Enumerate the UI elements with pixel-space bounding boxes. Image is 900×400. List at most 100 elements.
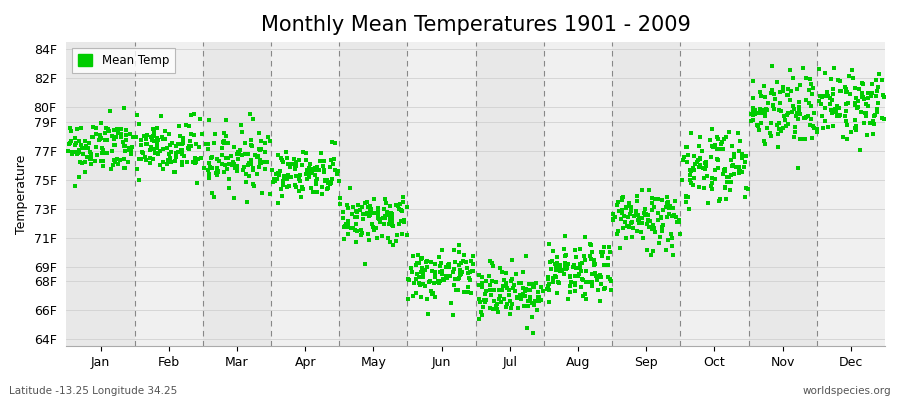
Point [638,212,652,218]
Point [814,113,829,119]
Point [239,198,254,205]
Point [544,258,559,264]
Point [168,142,183,149]
Point [770,79,784,86]
Point [527,298,542,304]
Point [578,234,592,240]
Point [331,178,346,184]
Point [87,158,102,164]
Point [824,75,839,82]
Point [214,160,229,167]
Point [590,287,605,294]
Point [340,224,355,230]
Point [83,156,97,162]
Point [230,166,245,173]
Point [225,162,239,168]
Point [186,111,201,118]
Point [870,100,885,106]
Point [868,93,883,100]
Point [754,93,769,99]
Point [516,291,530,298]
Point [707,176,722,182]
Point [64,151,78,157]
Point [245,143,259,149]
Point [211,172,225,178]
Point [156,166,170,172]
Point [526,284,541,290]
Bar [476,42,544,346]
Point [254,160,268,166]
Point [516,285,530,292]
Point [163,155,177,162]
Point [577,252,591,259]
Point [688,175,702,182]
Point [360,198,374,205]
Point [274,155,289,161]
Point [317,167,331,174]
Point [491,296,506,302]
Point [350,228,365,234]
Point [618,235,633,242]
Point [124,151,139,158]
Point [266,179,280,186]
Point [877,116,891,122]
Point [280,184,294,190]
Point [494,299,508,305]
Point [807,125,822,131]
Point [812,98,826,104]
Point [134,156,148,162]
Point [483,292,498,298]
Title: Monthly Mean Temperatures 1901 - 2009: Monthly Mean Temperatures 1901 - 2009 [261,15,690,35]
Point [119,132,133,138]
Point [650,196,664,202]
Point [757,82,771,89]
Point [71,147,86,154]
Point [413,268,428,275]
Point [509,294,524,300]
Point [851,98,866,104]
Point [588,260,602,267]
Point [389,202,403,208]
Point [602,276,616,282]
Point [580,279,595,285]
Point [710,157,724,163]
Point [511,279,526,286]
Point [126,134,140,140]
Point [219,117,233,123]
Point [735,154,750,161]
Point [508,288,522,294]
Point [861,89,876,96]
Point [518,287,532,294]
Point [384,214,399,220]
Point [820,89,834,95]
Point [140,157,154,164]
Point [176,152,191,159]
Point [64,128,78,134]
Point [654,214,669,220]
Point [382,221,396,227]
Point [745,95,760,101]
Point [716,146,730,153]
Point [132,121,147,127]
Point [568,272,582,279]
Point [695,148,709,154]
Point [640,247,654,253]
Point [635,234,650,241]
Point [712,198,726,204]
Point [411,280,426,286]
Point [184,131,198,137]
Point [651,210,665,216]
Point [777,112,791,119]
Point [787,134,801,140]
Point [122,130,137,137]
Point [363,209,377,216]
Point [182,123,196,129]
Point [513,292,527,298]
Point [153,162,167,168]
Point [616,194,630,200]
Point [452,249,466,255]
Point [596,249,610,255]
Point [384,222,399,228]
Point [390,232,404,238]
Point [622,200,636,206]
